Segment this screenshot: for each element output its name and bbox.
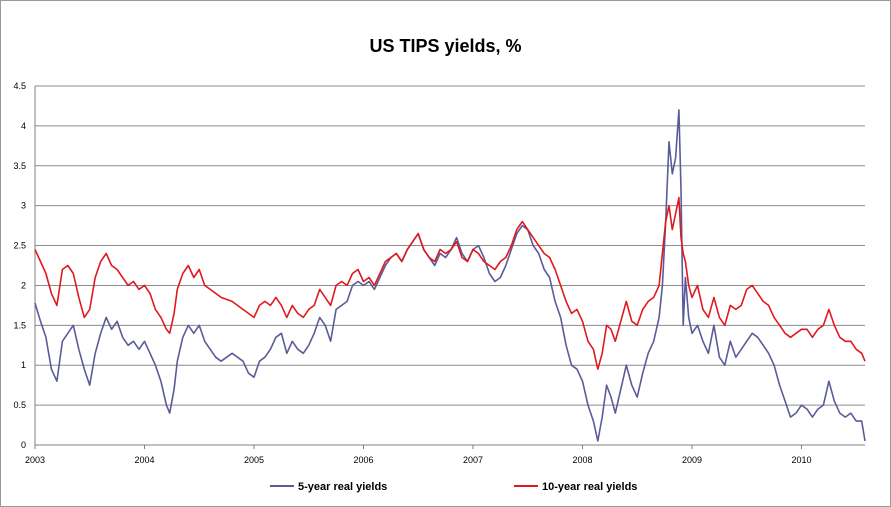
series-10-year-line xyxy=(34,196,866,370)
x-tick-label: 2004 xyxy=(134,455,154,465)
x-tick-label: 2003 xyxy=(25,455,45,465)
y-tick-label: 3.5 xyxy=(13,161,26,171)
y-tick-label: 3 xyxy=(21,201,26,211)
x-axis: 2003 2004 2005 2006 2007 2008 2009 2010 xyxy=(25,445,812,465)
y-tick-label: 0.5 xyxy=(13,400,26,410)
chart-title: US TIPS yields, % xyxy=(369,36,522,56)
legend-10-year-label: 10-year real yields xyxy=(542,481,637,493)
y-axis: 0 0.5 1 1.5 2 2.5 3 3.5 4 4.5 xyxy=(13,81,26,450)
x-tick-label: 2006 xyxy=(353,455,373,465)
y-tick-label: 1.5 xyxy=(13,320,26,330)
legend-5-year-label: 5-year real yields xyxy=(298,481,387,493)
x-tick-label: 2005 xyxy=(244,455,264,465)
y-tick-label: 2 xyxy=(21,280,26,290)
y-tick-label: 2.5 xyxy=(13,241,26,251)
plot-area xyxy=(34,109,866,442)
legend: 5-year real yields 10-year real yields xyxy=(270,481,637,493)
y-tick-label: 4.5 xyxy=(13,81,26,91)
y-tick-label: 1 xyxy=(21,360,26,370)
y-tick-label: 0 xyxy=(21,440,26,450)
x-tick-label: 2009 xyxy=(682,455,702,465)
x-tick-label: 2010 xyxy=(791,455,811,465)
x-tick-label: 2008 xyxy=(572,455,592,465)
gridlines xyxy=(34,85,865,446)
x-tick-label: 2007 xyxy=(463,455,483,465)
y-tick-label: 4 xyxy=(21,121,26,131)
series-5-year-line xyxy=(34,109,866,442)
